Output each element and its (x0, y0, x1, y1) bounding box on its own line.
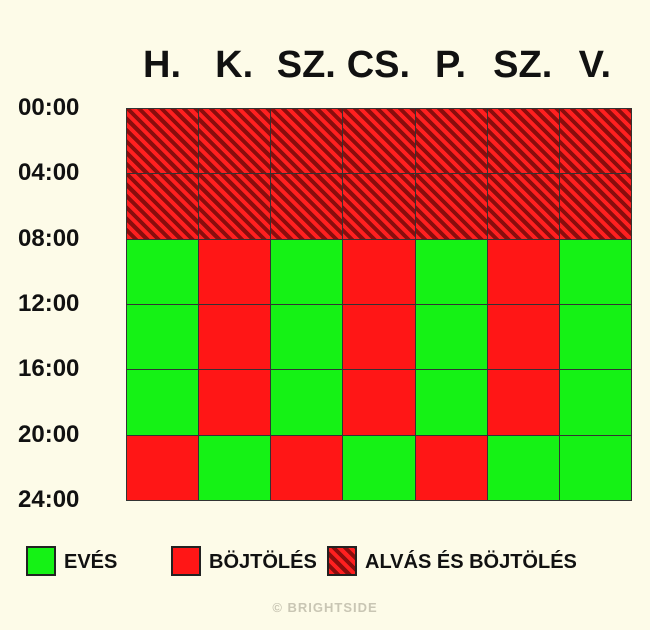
schedule-cell-eat (558, 304, 632, 371)
schedule-cell-fast (342, 369, 416, 436)
legend-label-fast: BÖJTÖLÉS (209, 551, 317, 573)
legend-label-sleep: ALVÁS ÉS BÖJTÖLÉS (365, 551, 577, 573)
schedule-cell-fast (198, 369, 272, 436)
day-header-1: K. (215, 44, 254, 86)
schedule-cell-sleep (558, 108, 632, 175)
schedule-cell-fast (270, 434, 344, 501)
schedule-cell-eat (126, 238, 200, 305)
time-label-1: 04:00 (18, 159, 80, 187)
schedule-cell-eat (558, 369, 632, 436)
schedule-cell-fast (126, 434, 200, 501)
schedule-cell-fast (486, 369, 560, 436)
schedule-cell-fast (414, 434, 488, 501)
time-label-3: 12:00 (18, 290, 80, 317)
schedule-cell-fast (198, 304, 272, 371)
schedule-cell-fast (342, 238, 416, 305)
schedule-cell-eat (126, 304, 200, 371)
schedule-cell-eat (414, 238, 488, 305)
legend-swatch-fast (171, 546, 201, 576)
schedule-cell-sleep (342, 173, 416, 240)
schedule-cell-sleep (558, 173, 632, 240)
schedule-cell-sleep (126, 108, 200, 175)
schedule-cell-eat (558, 434, 632, 501)
schedule-grid (126, 108, 632, 501)
schedule-cell-sleep (414, 108, 488, 175)
day-header-6: V. (578, 44, 612, 86)
schedule-cell-sleep (126, 173, 200, 240)
schedule-cell-eat (414, 304, 488, 371)
schedule-cell-eat (414, 369, 488, 436)
schedule-cell-eat (198, 434, 272, 501)
schedule-cell-sleep (414, 173, 488, 240)
legend-swatch-sleep (327, 546, 357, 576)
schedule-cell-fast (342, 304, 416, 371)
day-header-5: SZ. (493, 44, 553, 86)
day-header-3: CS. (346, 44, 411, 86)
day-header-0: H. (143, 44, 181, 86)
schedule-cell-sleep (486, 173, 560, 240)
schedule-cell-eat (270, 238, 344, 305)
schedule-cell-eat (558, 238, 632, 305)
time-label-5: 20:00 (18, 420, 80, 448)
time-label-6: 24:00 (18, 486, 80, 513)
time-label-2: 08:00 (18, 224, 80, 252)
schedule-cell-sleep (342, 108, 416, 175)
legend-swatch-eat (26, 546, 56, 576)
schedule-cell-fast (486, 304, 560, 371)
schedule-cell-sleep (198, 173, 272, 240)
day-header-4: P. (435, 44, 467, 86)
schedule-cell-fast (198, 238, 272, 305)
schedule-cell-sleep (198, 108, 272, 175)
schedule-cell-eat (342, 434, 416, 501)
legend-label-eat: EVÉS (64, 551, 118, 573)
time-label-4: 16:00 (18, 355, 80, 383)
schedule-cell-sleep (270, 108, 344, 175)
schedule-cell-sleep (270, 173, 344, 240)
footer-credit: © BRIGHTSIDE (272, 600, 378, 615)
schedule-cell-fast (486, 238, 560, 305)
schedule-cell-eat (486, 434, 560, 501)
schedule-cell-eat (270, 369, 344, 436)
day-header-2: SZ. (276, 44, 336, 86)
schedule-cell-sleep (486, 108, 560, 175)
schedule-cell-eat (270, 304, 344, 371)
schedule-cell-eat (126, 369, 200, 436)
time-label-0: 00:00 (18, 94, 80, 121)
